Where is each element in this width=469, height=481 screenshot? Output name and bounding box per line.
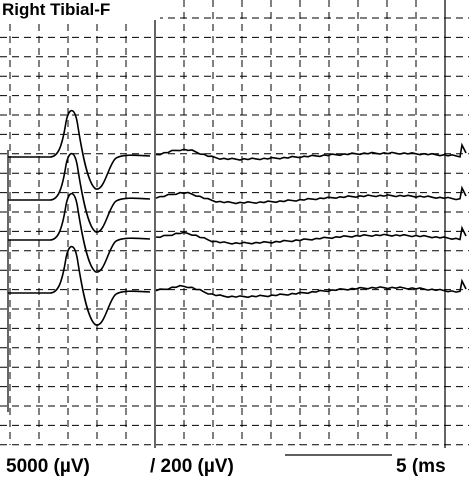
- trace: [8, 245, 151, 326]
- gain-label: / 200 (µV): [150, 456, 234, 476]
- trace: [8, 152, 151, 233]
- trace: [8, 109, 151, 190]
- traces: [8, 109, 467, 326]
- title: Right Tibial-F: [2, 0, 110, 19]
- trace: [8, 192, 151, 273]
- footer-backdrop: [0, 448, 469, 476]
- sweep-label: 5 (ms: [396, 456, 446, 476]
- title-backdrop: [0, 0, 160, 20]
- trace: [155, 142, 467, 161]
- trace: [155, 185, 467, 205]
- trace: [155, 278, 467, 299]
- trace: [155, 225, 467, 245]
- sensitivity-label: 5000 (µV): [6, 456, 90, 476]
